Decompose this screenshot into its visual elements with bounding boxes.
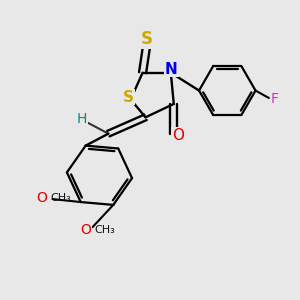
Text: CH₃: CH₃ [50, 194, 71, 203]
Text: H: H [76, 112, 87, 126]
Text: O: O [36, 191, 47, 206]
Text: O: O [80, 223, 91, 237]
Text: CH₃: CH₃ [94, 225, 115, 235]
Text: S: S [141, 30, 153, 48]
Text: O: O [172, 128, 184, 142]
Text: F: F [270, 92, 278, 106]
Text: N: N [165, 62, 178, 77]
Text: S: S [123, 90, 134, 105]
